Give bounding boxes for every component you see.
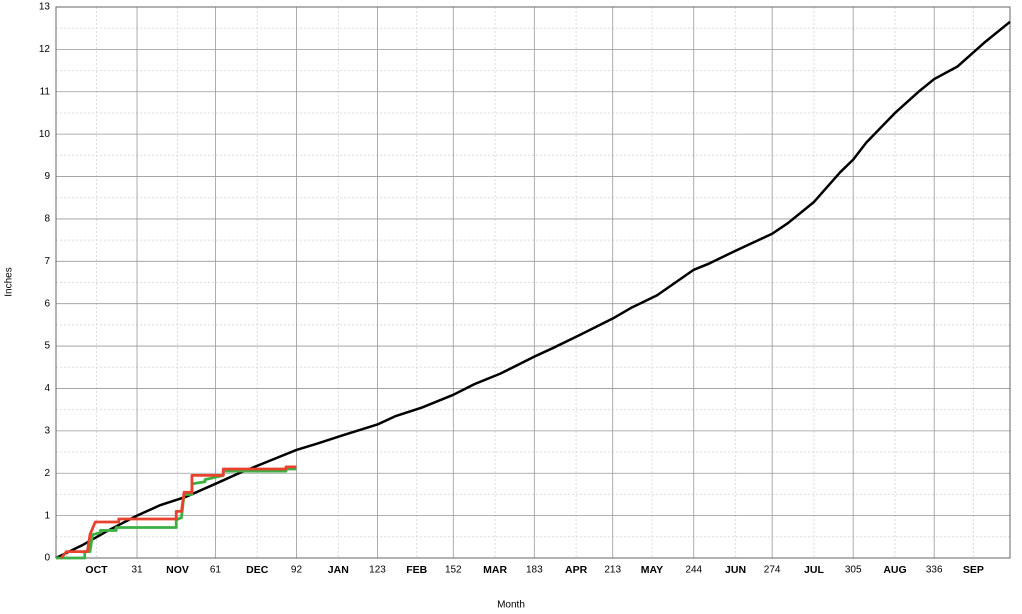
y-tick-label: 1 — [44, 510, 50, 521]
y-tick-label: 6 — [44, 298, 50, 309]
y-tick-label: 11 — [40, 86, 51, 97]
x-tick-label: 92 — [291, 565, 303, 576]
y-tick-label: 12 — [39, 44, 51, 55]
month-label: SEP — [963, 564, 984, 576]
y-axis-label: Inches — [4, 267, 15, 296]
month-label: JAN — [328, 564, 349, 576]
y-tick-label: 3 — [44, 425, 50, 436]
y-tick-label: 10 — [39, 129, 51, 140]
x-axis-label: Month — [497, 600, 525, 611]
y-tick-label: 4 — [44, 383, 50, 394]
x-tick-label: 305 — [845, 565, 862, 576]
x-tick-label: 213 — [604, 565, 621, 576]
month-label: DEC — [246, 564, 269, 576]
month-label: MAR — [483, 564, 507, 576]
y-tick-label: 0 — [44, 553, 50, 564]
y-tick-label: 8 — [44, 214, 50, 225]
month-label: FEB — [406, 564, 427, 576]
month-label: JUL — [804, 564, 824, 576]
plot-frame — [55, 6, 1011, 559]
month-label: APR — [565, 564, 588, 576]
data-line — [60, 465, 297, 559]
month-label: AUG — [883, 564, 906, 576]
x-tick-label: 336 — [926, 565, 943, 576]
x-tick-label: 274 — [764, 565, 781, 576]
x-tick-label: 31 — [131, 565, 143, 576]
x-tick-label: 183 — [526, 565, 543, 576]
y-tick-label: 9 — [44, 171, 50, 182]
month-label: MAY — [641, 564, 663, 576]
x-tick-label: 244 — [685, 565, 702, 576]
y-tick-label: 13 — [39, 2, 51, 13]
data-line — [55, 20, 1011, 560]
x-tick-label: 61 — [210, 565, 222, 576]
x-tick-label: 152 — [445, 565, 462, 576]
y-tick-label: 7 — [44, 256, 50, 267]
month-label: OCT — [85, 564, 108, 576]
month-label: NOV — [166, 564, 189, 576]
y-tick-label: 2 — [44, 468, 50, 479]
y-tick-label: 5 — [44, 341, 50, 352]
x-tick-label: 123 — [369, 565, 386, 576]
month-label: JUN — [725, 564, 746, 576]
